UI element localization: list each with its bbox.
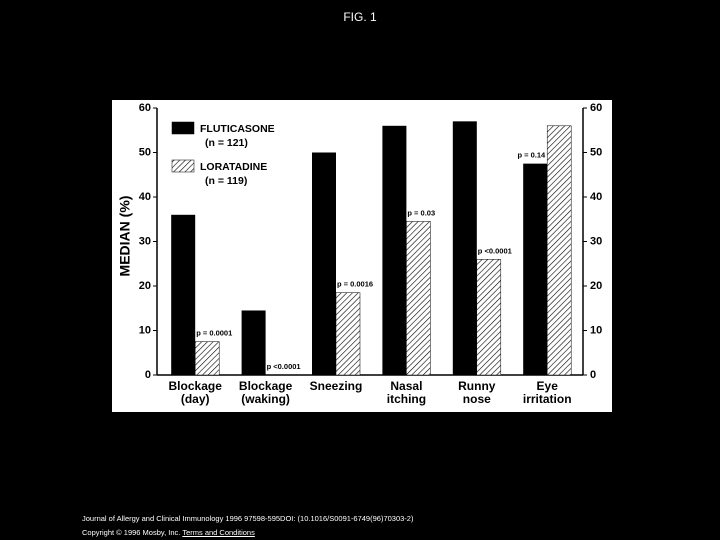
x-tick-line: itching [387,392,426,406]
copyright-line: Copyright © 1996 Mosby, Inc. Terms and C… [82,528,255,537]
bar [335,292,361,376]
y-tick-label: 10 [139,324,151,336]
y2-tick-label: 50 [590,146,602,158]
chart: FIG. 1 MEDIAN (%) 0 10 20 30 40 50 60 0 10 20 30 40… [112,10,612,412]
bar [171,214,196,375]
x-tick-line: Nasal [390,379,422,393]
legend-label: LORATADINE [200,161,267,173]
x-tick-line: Sneezing [310,379,363,393]
bar [241,310,266,375]
p-value: p = 0.0016 [337,280,373,289]
bar [452,121,477,375]
bar [546,125,572,376]
y2-tick-label: 40 [590,191,602,203]
y-tick-label: 40 [139,191,151,203]
p-value: p = 0.14 [517,151,546,160]
legend-label: FLUTICASONE [200,123,275,135]
y-axis-label: MEDIAN (%) [117,196,133,277]
bar [476,259,502,376]
bar [406,221,431,376]
legend-n: (n = 121) [205,137,248,149]
x-tick-line: (waking) [241,392,290,406]
x-tick-label: Sneezing [310,379,363,393]
legend-swatch [171,121,195,135]
legend-n: (n = 119) [205,175,247,187]
bar [312,152,336,375]
x-tick-label: Eye irritation [523,379,572,406]
x-tick-label: Blockage (waking) [239,379,293,406]
page-title: FIG. 1 [343,10,377,24]
x-tick-line: irritation [523,392,572,406]
x-tick-line: Runny [458,379,496,393]
y-tick-label: 60 [139,102,151,114]
p-value: p = 0.0001 [196,329,232,338]
y-tick-label: 0 [145,369,151,381]
y2-tick-label: 60 [590,102,602,114]
x-tick-line: nose [463,392,491,406]
y-tick-label: 50 [139,146,151,158]
bar [382,125,407,375]
legend-swatch [171,159,195,173]
x-tick-label: Runny nose [458,379,496,406]
x-tick-line: Blockage [239,379,293,393]
p-value: p = 0.03 [407,208,435,217]
y2-tick-label: 20 [590,280,602,292]
bar [194,341,220,376]
y2-tick-label: 0 [590,369,596,381]
y-tick-label: 30 [139,235,151,247]
x-tick-line: Eye [537,379,559,393]
bar [523,163,548,375]
p-value: p <0.0001 [267,362,301,371]
y-tick-label: 20 [139,280,151,292]
citation: Journal of Allergy and Clinical Immunolo… [82,514,414,523]
p-value: p <0.0001 [478,246,512,255]
x-tick-line: Blockage [169,379,223,393]
y2-tick-label: 10 [590,324,602,336]
x-tick-line: (day) [181,392,210,406]
x-tick-label: Nasal itching [387,379,426,406]
y2-tick-label: 30 [590,235,602,247]
terms-link[interactable]: Terms and Conditions [182,528,255,537]
copyright: Copyright © 1996 Mosby, Inc. [82,528,181,537]
x-tick-label: Blockage (day) [169,379,223,406]
